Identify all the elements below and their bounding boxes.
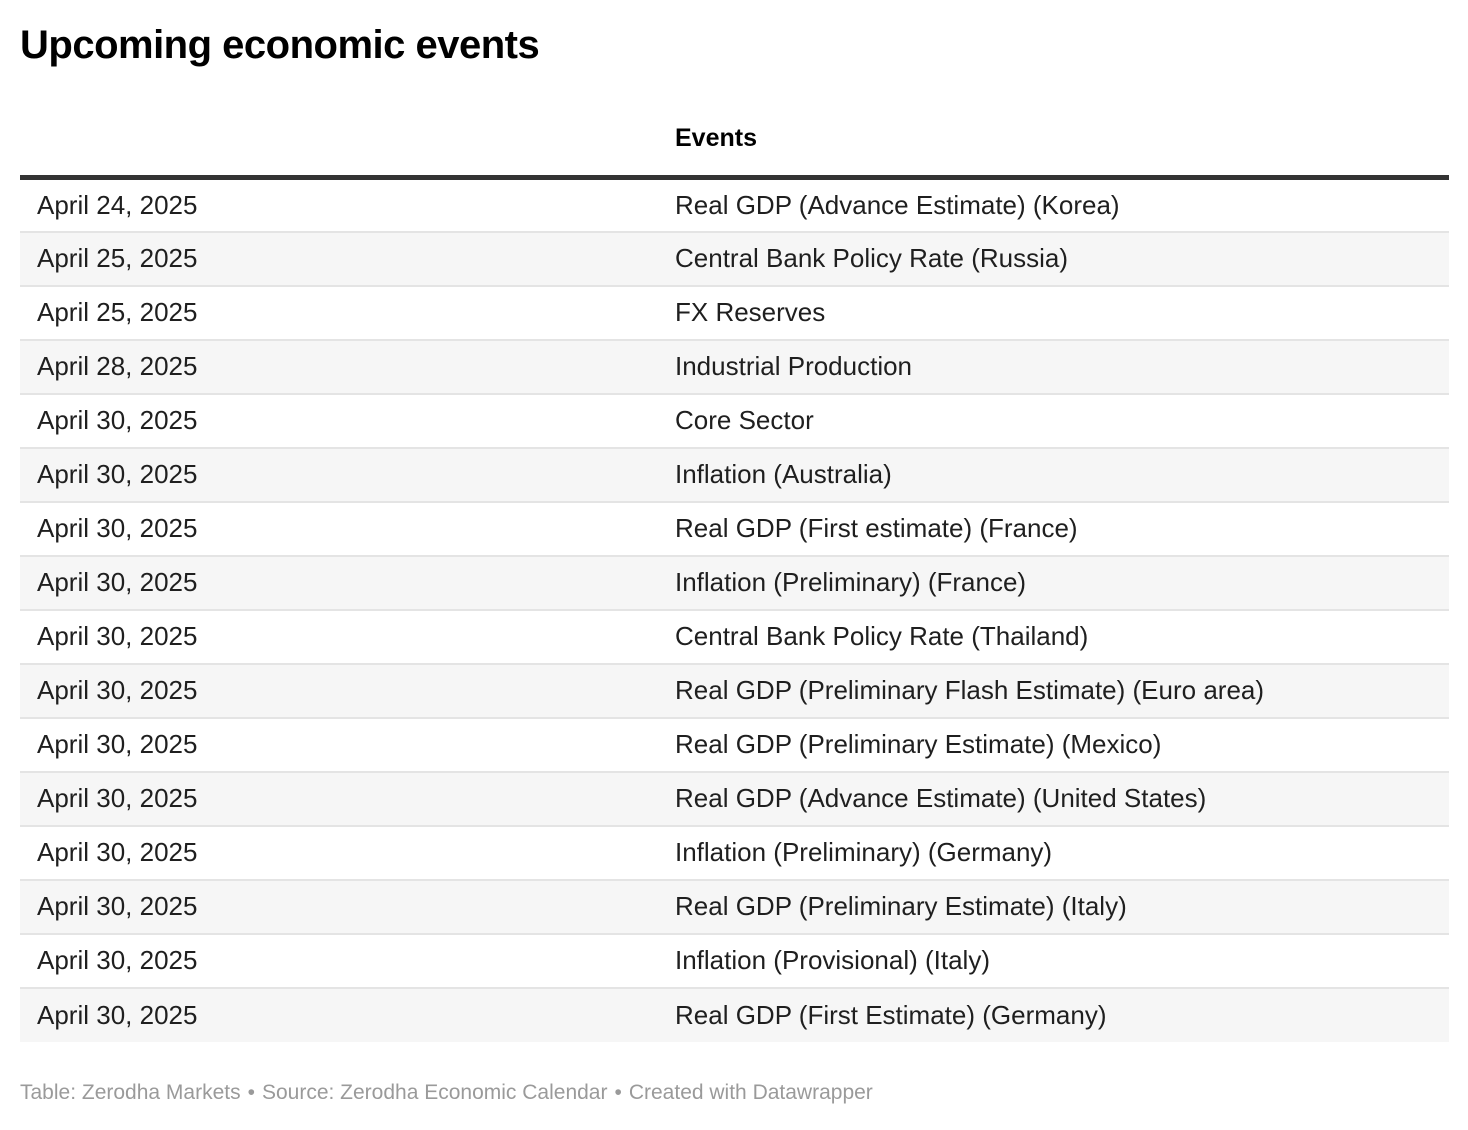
event-name: Inflation (Preliminary) (France) — [675, 567, 1027, 597]
event-name: Inflation (Provisional) (Italy) — [675, 945, 990, 975]
datawrapper-credit: Created with Datawrapper — [628, 1080, 873, 1104]
attribution-footer: Table: Zerodha Markets • Source: Zerodha E… — [20, 1080, 1449, 1106]
event-name: Industrial Production — [675, 351, 913, 381]
event-name: Central Bank Policy Rate (Russia) — [675, 243, 1069, 273]
event-date: April 24, 2025 — [37, 189, 198, 220]
table-row: April 30, 2025 Inflation (Provisional) (… — [20, 933, 1449, 988]
event-date: April 25, 2025 — [37, 243, 198, 273]
event-name: Real GDP (Preliminary Flash Estimate) (E… — [675, 675, 1265, 705]
table-row: April 30, 2025 Inflation (Australia) — [20, 447, 1449, 502]
event-name: Inflation (Australia) — [675, 459, 892, 489]
source-credit: Source: Zerodha Economic Calendar — [261, 1080, 608, 1104]
event-date: April 30, 2025 — [37, 999, 198, 1030]
event-name: Real GDP (Advance Estimate) (United Stat… — [675, 783, 1207, 813]
event-name: Real GDP (Preliminary Estimate) (Mexico) — [675, 729, 1162, 759]
event-date: April 30, 2025 — [37, 729, 198, 759]
table-row: April 30, 2025 Core Sector — [20, 393, 1449, 448]
event-name: Real GDP (First Estimate) (Germany) — [675, 999, 1107, 1030]
column-header-date — [20, 124, 675, 180]
event-date: April 28, 2025 — [37, 351, 198, 381]
table-row: April 28, 2025 Industrial Production — [20, 339, 1449, 394]
table-row: April 24, 2025 Real GDP (Advance Estimat… — [20, 178, 1449, 232]
table-row: April 30, 2025 Inflation (Preliminary) (… — [20, 825, 1449, 880]
footer-separator: • — [614, 1080, 622, 1104]
event-name: Central Bank Policy Rate (Thailand) — [675, 621, 1089, 651]
table-header-row: Events — [20, 124, 1449, 180]
footer-separator: • — [247, 1080, 255, 1104]
table-row: April 30, 2025 Real GDP (First Estimate)… — [20, 987, 1449, 1042]
table-row: April 25, 2025 FX Reserves — [20, 285, 1449, 340]
economic-events-table: Events April 24, 2025 Real GDP (Advance … — [20, 124, 1449, 1042]
table-row: April 30, 2025 Real GDP (Preliminary Fla… — [20, 663, 1449, 718]
table-row: April 30, 2025 Central Bank Policy Rate … — [20, 609, 1449, 664]
page-title: Upcoming economic events — [20, 23, 540, 67]
event-name: FX Reserves — [675, 297, 826, 327]
event-date: April 30, 2025 — [37, 405, 198, 435]
event-date: April 30, 2025 — [37, 621, 198, 651]
event-name: Core Sector — [675, 405, 814, 435]
table-credit: Table: Zerodha Markets — [20, 1080, 241, 1104]
event-date: April 30, 2025 — [37, 837, 198, 867]
table-row: April 30, 2025 Real GDP (Advance Estimat… — [20, 771, 1449, 826]
event-date: April 30, 2025 — [37, 675, 198, 705]
event-name: Real GDP (Preliminary Estimate) (Italy) — [675, 891, 1127, 921]
event-date: April 30, 2025 — [37, 567, 198, 597]
table-row: April 25, 2025 Central Bank Policy Rate … — [20, 231, 1449, 286]
event-name: Inflation (Preliminary) (Germany) — [675, 837, 1053, 867]
column-header-events: Events — [675, 124, 1449, 180]
event-date: April 30, 2025 — [37, 513, 198, 543]
event-date: April 25, 2025 — [37, 297, 198, 327]
event-date: April 30, 2025 — [37, 783, 198, 813]
table-row: April 30, 2025 Real GDP (Preliminary Est… — [20, 879, 1449, 934]
event-name: Real GDP (First estimate) (France) — [675, 513, 1078, 543]
event-name: Real GDP (Advance Estimate) (Korea) — [675, 189, 1120, 220]
table-row: April 30, 2025 Real GDP (First estimate)… — [20, 501, 1449, 556]
table-row: April 30, 2025 Real GDP (Preliminary Est… — [20, 717, 1449, 772]
table-row: April 30, 2025 Inflation (Preliminary) (… — [20, 555, 1449, 610]
event-date: April 30, 2025 — [37, 459, 198, 489]
event-date: April 30, 2025 — [37, 945, 198, 975]
event-date: April 30, 2025 — [37, 891, 198, 921]
